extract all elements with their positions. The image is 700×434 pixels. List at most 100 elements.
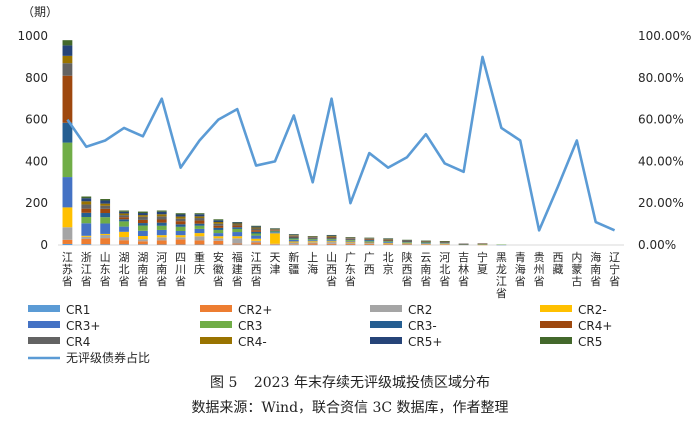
legend-label: CR4+: [578, 319, 612, 333]
bar-segment-cr4-minus: [288, 235, 299, 236]
bar-segment-cr3-plus: [345, 240, 356, 242]
bar-segment-cr3-minus: [175, 224, 186, 227]
legend-swatch: [540, 305, 572, 312]
bar-segment-cr4: [175, 218, 186, 222]
bar-segment-cr3: [420, 242, 431, 244]
bar-segment-cr5: [81, 196, 92, 199]
bar-segment-cr5: [175, 213, 186, 215]
y-right-tick-label: 20.00%: [638, 196, 684, 210]
bar-segment-cr3: [307, 239, 318, 241]
x-category-label: 黑龙江省: [496, 251, 507, 300]
bar-segment-cr1: [81, 244, 92, 245]
bar-segment-cr4-minus: [156, 214, 167, 217]
bar-segment-cr5-plus: [156, 211, 167, 215]
bar-segment-cr3-plus: [194, 228, 205, 234]
bar-segment-cr5: [194, 213, 205, 215]
y-left-tick-label: 200: [25, 196, 48, 210]
y-left-tick-label: 1000: [17, 29, 48, 43]
bar-segment-cr2-minus: [288, 241, 299, 243]
bar-segment-cr3: [345, 239, 356, 241]
x-category-label: 福建省: [232, 250, 243, 288]
legend-swatch: [540, 337, 572, 344]
bar-segment-cr3-minus: [194, 223, 205, 226]
bar-segment-cr3: [251, 233, 261, 236]
x-category-label: 陕西省: [402, 250, 413, 288]
x-category-label: 吉林省: [458, 251, 469, 288]
bar-segment-cr3-minus: [270, 230, 280, 232]
bar-segment-cr4: [156, 216, 167, 220]
bar-segment-cr3-minus: [326, 238, 337, 240]
bar-stacks: [62, 40, 507, 246]
bar-segment-cr2-minus: [307, 241, 318, 243]
bar-segment-cr3: [364, 240, 375, 242]
legend-swatch: [370, 321, 402, 328]
bar-segment-cr2-plus: [213, 240, 224, 245]
bar-segment-cr5: [62, 40, 73, 46]
bar-segment-cr4-plus: [270, 230, 280, 231]
bar-segment-cr2-plus: [288, 244, 299, 245]
bar-segment-cr2-minus: [194, 233, 205, 237]
bar-segment-cr4-minus: [81, 201, 92, 205]
bar-segment-cr2-plus: [251, 242, 261, 245]
bar-segment-cr5-plus: [62, 45, 73, 56]
bar-segment-cr3: [137, 225, 148, 231]
bar-segment-cr4-plus: [232, 225, 243, 228]
bar-segment-cr2-plus: [81, 238, 92, 245]
legend-label: CR1: [66, 303, 90, 317]
bar-segment-cr3: [326, 239, 337, 241]
bar-segment-cr4-plus: [383, 239, 394, 241]
bar-segment-cr2-minus: [62, 207, 73, 228]
bar-segment-cr3-minus: [232, 227, 243, 229]
x-category-label: 上海: [307, 251, 318, 276]
bar-segment-cr2-minus: [119, 231, 129, 238]
bar-segment-cr5-plus: [288, 234, 299, 236]
legend-label: CR5: [578, 335, 602, 349]
bar-segment-cr2-plus: [270, 244, 280, 245]
bar-segment-cr3-plus: [420, 243, 431, 244]
bar-segment-cr3-plus: [326, 240, 337, 242]
bar-segment-cr2: [175, 237, 186, 240]
x-category-label: 湖北省: [119, 251, 130, 288]
legend-label: CR4: [66, 335, 90, 349]
x-category-label: 四川省: [175, 251, 186, 288]
bar-segment-cr3-plus: [175, 231, 186, 236]
bar-segment-cr4-plus: [251, 230, 261, 232]
legend-swatch: [370, 337, 402, 344]
bar-segment-cr2-minus: [270, 233, 280, 244]
x-category-label: 青海省: [515, 251, 526, 288]
bar-segment-cr4-plus: [307, 237, 318, 239]
y-left-tick-label: 0: [40, 238, 48, 252]
x-category-label: 河南省: [156, 251, 167, 288]
x-category-label: 江西省: [251, 251, 262, 288]
data-source-note: 数据来源：Wind，联合资信 3C 数据库，作者整理: [191, 400, 509, 416]
bar-segment-cr4-plus: [194, 220, 205, 224]
bar-segment-cr2-plus: [232, 243, 243, 245]
legend-label: 无评级债券占比: [66, 350, 150, 365]
legend-swatch: [370, 305, 402, 312]
bar-segment-cr2: [402, 243, 412, 245]
y-right-tick-label: 60.00%: [638, 113, 684, 127]
bar-segment-cr2: [156, 237, 167, 241]
bar-segment-cr4-minus: [137, 215, 148, 217]
x-category-label: 新疆: [288, 250, 299, 276]
bar-segment-cr3-plus: [383, 242, 394, 243]
bar-segment-cr4: [364, 238, 375, 240]
bar-segment-cr5: [100, 199, 111, 201]
bar-segment-cr3-minus: [81, 212, 92, 217]
bar-segment-cr4-minus: [232, 223, 243, 225]
bar-segment-cr4-plus: [119, 217, 129, 220]
figure-label: 图 5: [210, 375, 238, 391]
bar-segment-cr3: [232, 228, 243, 233]
bar-segment-cr5-plus: [213, 220, 224, 223]
bar-segment-cr2: [232, 238, 243, 244]
bar-segment-cr5: [213, 219, 224, 221]
bar-segment-cr4: [307, 237, 318, 238]
bar-segment-cr2-minus: [364, 242, 375, 244]
x-category-label: 浙江省: [81, 251, 92, 288]
bar-segment-cr3: [288, 238, 299, 240]
bar-segment-cr4-plus: [345, 238, 356, 240]
y-left-tick-label: 800: [25, 71, 48, 85]
bar-segment-cr5: [156, 210, 167, 212]
bar-segment-cr3-plus: [270, 232, 280, 234]
bar-segment-cr2: [81, 236, 92, 239]
